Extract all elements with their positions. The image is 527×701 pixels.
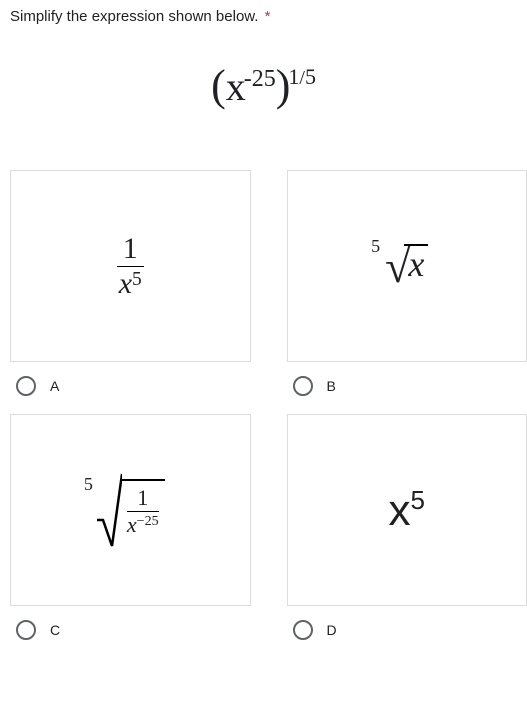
required-asterisk: *	[265, 8, 271, 25]
radio-d[interactable]	[293, 620, 313, 640]
opt-d-base: x	[389, 486, 411, 535]
opt-a-den-exp: 5	[132, 269, 142, 290]
opt-b-index: 5	[371, 236, 380, 257]
radio-label-c: C	[50, 622, 60, 638]
question-prompt: Simplify the expression shown below. *	[10, 8, 270, 25]
main-expression: (x-25)1/5	[0, 60, 527, 111]
opt-c-num: 1	[137, 485, 148, 511]
outer-num: 1	[288, 64, 299, 89]
opt-c-den-base: x	[127, 512, 137, 537]
radio-a[interactable]	[16, 376, 36, 396]
opt-c-under: 1 x−25	[121, 479, 165, 542]
option-d-radio-row[interactable]: D	[287, 606, 527, 658]
expr-inner-exp: -25	[244, 66, 276, 92]
outer-den: 5	[305, 64, 316, 89]
option-a-radio-row[interactable]: A	[10, 362, 251, 414]
opt-a-den-base: x	[119, 267, 132, 300]
option-b-radio-row[interactable]: B	[287, 362, 527, 414]
radio-label-b: B	[327, 378, 336, 394]
option-d-content: x5	[389, 485, 425, 536]
l-paren: (	[211, 61, 226, 110]
radio-c[interactable]	[16, 620, 36, 640]
question-text: Simplify the expression shown below.	[10, 8, 258, 25]
option-c-radio-row[interactable]: C	[10, 606, 251, 658]
option-card-d[interactable]: x5	[287, 414, 527, 606]
opt-c-index: 5	[84, 474, 93, 495]
radical-icon	[96, 472, 122, 548]
opt-a-den: x5	[117, 267, 144, 301]
expr-base: x	[226, 64, 246, 109]
opt-d-exp: 5	[411, 485, 425, 515]
radio-label-a: A	[50, 378, 59, 394]
opt-a-num: 1	[117, 232, 144, 266]
expr-outer-exp: 1/5	[288, 64, 316, 89]
option-b-content: 5 √x	[385, 240, 428, 293]
opt-c-den: x−25	[127, 512, 159, 538]
option-card-b[interactable]: 5 √x	[287, 170, 527, 362]
options-grid: 1 x5 A 5 √x B	[10, 170, 527, 658]
option-card-c[interactable]: 5 1 x−25	[10, 414, 251, 606]
opt-b-radicand: x	[404, 244, 428, 284]
option-card-a[interactable]: 1 x5	[10, 170, 251, 362]
radio-label-d: D	[327, 622, 337, 638]
opt-c-den-exp: −25	[137, 514, 159, 529]
radio-b[interactable]	[293, 376, 313, 396]
option-a-content: 1 x5	[117, 232, 144, 301]
option-c-content: 5 1 x−25	[96, 472, 165, 548]
